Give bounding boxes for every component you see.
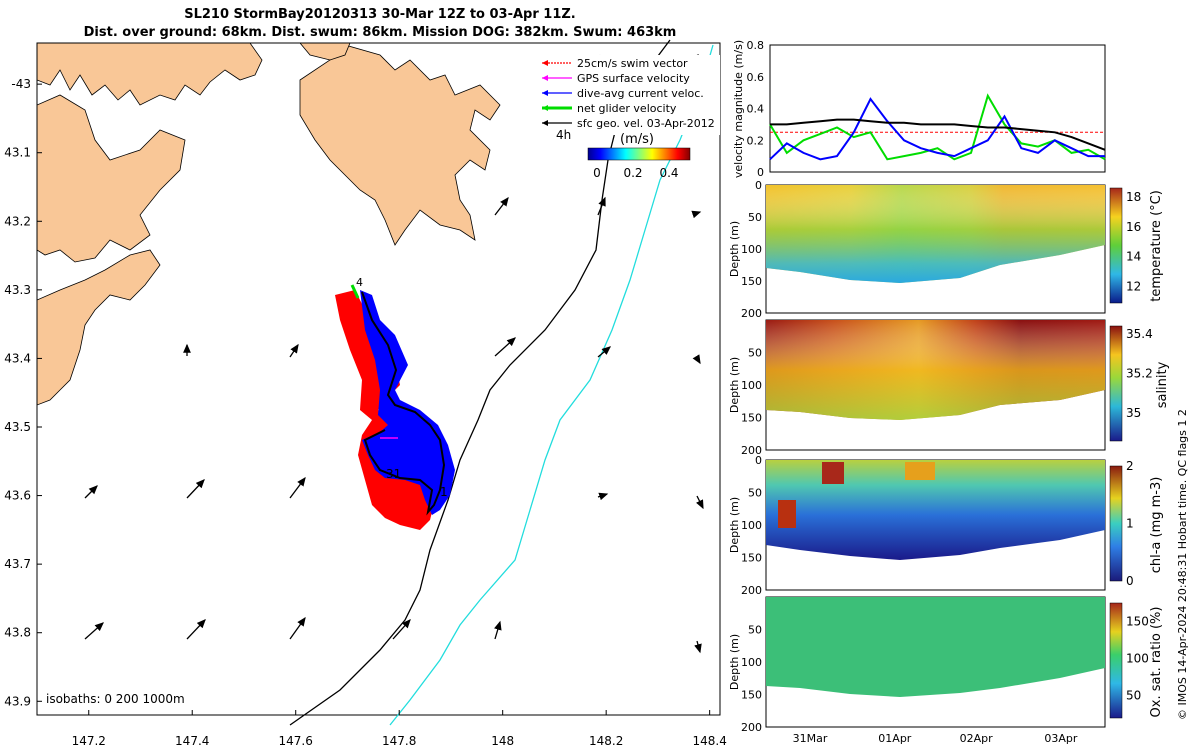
colorbar-tick-label: 14	[1126, 250, 1141, 264]
track-center-line	[361, 291, 446, 516]
legend-label: GPS surface velocity	[577, 72, 690, 85]
colorbar-tick-0: 0	[593, 166, 601, 180]
colorbar-tick-label: 1	[1126, 517, 1134, 531]
colorbar-tick-label: 35.4	[1126, 327, 1153, 341]
colorbar-tick-1: 0.2	[623, 166, 642, 180]
land-island	[299, 43, 351, 61]
colorbar-tick-label: 35	[1126, 406, 1141, 420]
land-mainland	[37, 43, 263, 106]
time-tick-label: 02Apr	[960, 732, 994, 745]
chlorophyll-patch-1	[778, 500, 796, 528]
land-peninsula-2	[37, 249, 161, 406]
map-x-axis: 147.2 147.4 147.6 147.8 148 148.2 148.4	[72, 710, 727, 748]
legend-label: dive-avg current veloc.	[577, 87, 704, 100]
isobath-1000m	[389, 44, 714, 726]
salinity-field-depth	[766, 320, 1105, 420]
temperature-field-depth	[766, 185, 1105, 283]
map-y-tick-label: 43.6	[4, 489, 31, 503]
oxygen-colorbar-label: Ox. sat. ratio (%)	[1149, 607, 1164, 718]
colorbar-tick-label: 35.2	[1126, 367, 1153, 381]
map-y-tick-label: 43.3	[4, 283, 31, 297]
map-y-tick-label: 43.4	[4, 351, 31, 365]
velocity-series-line	[769, 93, 1106, 161]
map-y-tick-label: 43.2	[4, 214, 31, 228]
colorbar-tick-label: 18	[1126, 190, 1141, 204]
footer-credit: © IMOS 14-Apr-2024 20:48:31 Hobart time.…	[1176, 409, 1189, 720]
chlorophyll-patch-2	[822, 462, 844, 484]
temperature-colorbar-label: temperature (°C)	[1149, 190, 1164, 302]
net-velocity-arrow	[350, 284, 360, 299]
track-label-end: 1	[440, 485, 448, 499]
chlorophyll-field	[766, 460, 1105, 560]
map-x-tick-label: 147.2	[72, 734, 106, 748]
salinity-field	[766, 320, 1105, 420]
track-label-mid: 31	[386, 467, 401, 481]
colorbar-tick-label: 16	[1126, 220, 1141, 234]
legend-label: 25cm/s swim vector	[577, 57, 688, 70]
map-y-tick-label: -43	[11, 77, 31, 91]
title-line-2: Dist. over ground: 68km. Dist. swum: 86k…	[83, 25, 677, 40]
isobaths-label: isobaths: 0 200 1000m	[46, 692, 185, 706]
colorbar-tick-label: 150	[1126, 615, 1149, 629]
colorbar-tick-label: 50	[1126, 689, 1141, 703]
legend-label: sfc geo. vel. 03-Apr-2012	[577, 117, 715, 130]
map-legend: 25cm/s swim vector GPS surface velocity di…	[538, 55, 720, 147]
velocity-series-line	[769, 97, 1105, 161]
colorbar-tick-label: 100	[1126, 652, 1149, 666]
map-y-tick-label: 43.5	[4, 420, 31, 434]
legend-scale-label: 4h	[556, 128, 571, 142]
map-y-axis: -43 43.1 43.2 43.3 43.4 43.5 43.6 43.7 43.8 43.9	[4, 77, 42, 708]
title-line-1: SL210 StormBay20120313 30-Mar 12Z to 03-…	[184, 7, 576, 22]
colorbar-tick-label: 2	[1126, 459, 1134, 473]
map-y-tick-label: 43.7	[4, 557, 31, 571]
glider-track-map: 4 31 1 25cm/s swim vector GPS surface vel…	[4, 39, 727, 748]
map-x-tick-label: 148.4	[692, 734, 726, 748]
chlorophyll-patch-3	[905, 462, 935, 480]
time-tick-label: 31Mar	[793, 732, 828, 745]
time-tick-label: 03Apr	[1044, 732, 1078, 745]
velocity-series-line	[770, 118, 1106, 151]
colorbar-unit-label: (m/s)	[620, 132, 654, 147]
map-y-tick-label: 43.8	[4, 626, 31, 640]
land-tasman-peninsula	[299, 44, 501, 246]
velocity-panel: 00.20.40.60.8 velocity magnitude (m/s)	[732, 39, 1106, 179]
colorbar-tick-label: 0	[1126, 574, 1134, 588]
map-x-tick-label: 147.6	[279, 734, 313, 748]
legend-arrowhead	[542, 105, 548, 111]
map-x-tick-label: 148	[491, 734, 514, 748]
oxygen-field	[766, 597, 1105, 697]
legend-label: net glider velocity	[577, 102, 677, 115]
colorbar-tick-2: 0.4	[659, 166, 678, 180]
map-x-tick-label: 147.8	[382, 734, 416, 748]
figure-title: SL210 StormBay20120313 30-Mar 12Z to 03-…	[0, 6, 760, 42]
map-y-tick-label: 43.9	[4, 694, 31, 708]
legend-arrowhead	[542, 60, 548, 66]
salinity-colorbar-label: salinity	[1155, 361, 1170, 408]
legend-arrowhead	[542, 75, 548, 81]
land-peninsula-1	[37, 94, 186, 263]
temperature-field	[766, 185, 1105, 283]
map-x-tick-label: 147.4	[175, 734, 209, 748]
chlorophyll-colorbar-label: chl-a (mg m-3)	[1149, 477, 1164, 574]
speed-colorbar: 0 0.2 0.4	[587, 147, 691, 180]
map-x-tick-label: 148.2	[589, 734, 623, 748]
colorbar-tick-label: 12	[1126, 280, 1141, 294]
time-tick-label: 01Apr	[878, 732, 912, 745]
track-label-start: 4	[356, 276, 363, 289]
track-blue-swath	[360, 290, 455, 515]
legend-arrowhead	[542, 90, 548, 96]
legend-arrowhead	[542, 120, 548, 126]
map-y-tick-label: 43.1	[4, 146, 31, 160]
